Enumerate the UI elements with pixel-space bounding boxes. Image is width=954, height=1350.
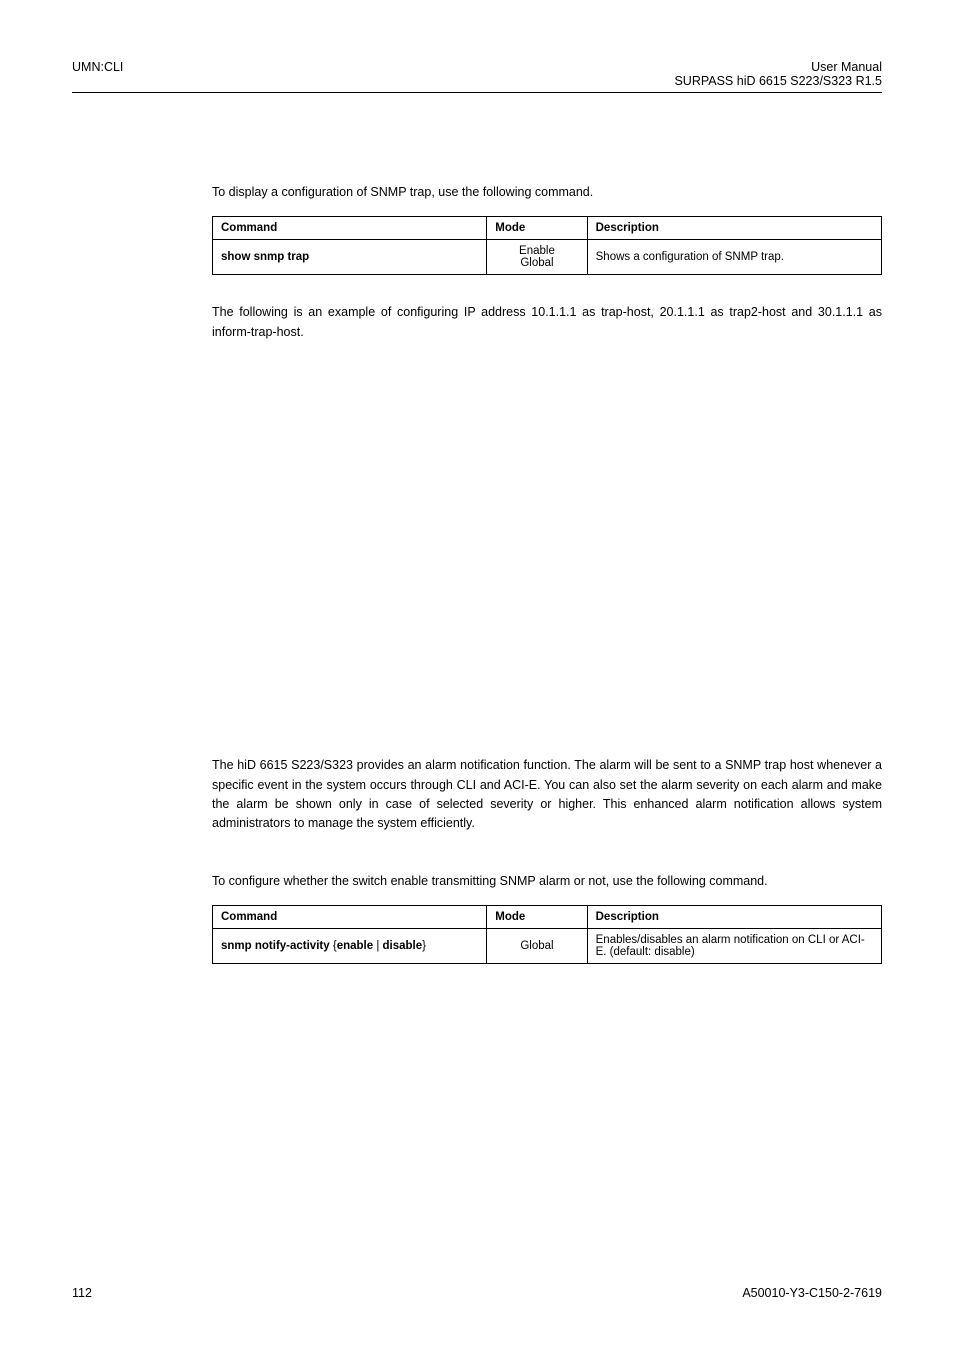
header: UMN:CLI User Manual SURPASS hiD 6615 S22… [72,60,882,88]
th-mode: Mode [487,217,587,240]
command-name: show snmp trap [221,251,309,263]
mode-line2: Global [495,257,578,269]
footer: 112 A50010-Y3-C150-2-7619 [72,1286,882,1300]
td-mode: Enable Global [487,240,587,275]
mode-line1: Enable [495,245,578,257]
cmd-close: } [422,940,426,952]
td-mode: Global [487,929,587,964]
cmd-opt1: enable [337,940,373,952]
alarm-intro: The hiD 6615 S223/S323 provides an alarm… [212,756,882,834]
page-number: 112 [72,1286,92,1300]
td-command: show snmp trap [213,240,487,275]
header-right: User Manual SURPASS hiD 6615 S223/S323 R… [674,60,882,88]
alarm-table: Command Mode Description snmp notify-act… [212,905,882,964]
command-name: snmp notify-activity [221,940,330,952]
cmd-open: { [330,940,337,952]
example-intro: The following is an example of configuri… [212,303,882,342]
trap-display-table: Command Mode Description show snmp trap … [212,216,882,275]
example-gap [212,356,882,756]
trap-display-intro: To display a configuration of SNMP trap,… [212,183,882,202]
header-right-line2: SURPASS hiD 6615 S223/S323 R1.5 [674,74,882,88]
td-command: snmp notify-activity {enable | disable} [213,929,487,964]
th-command: Command [213,217,487,240]
table-row: snmp notify-activity {enable | disable} … [213,929,882,964]
table-header-row: Command Mode Description [213,217,882,240]
cmd-pipe: | [373,940,382,952]
header-right-line1: User Manual [674,60,882,74]
alarm-cmd-intro: To configure whether the switch enable t… [212,872,882,891]
th-command: Command [213,906,487,929]
th-mode: Mode [487,906,587,929]
th-desc: Description [587,906,881,929]
td-desc: Shows a configuration of SNMP trap. [587,240,881,275]
doc-id: A50010-Y3-C150-2-7619 [742,1286,882,1300]
section-gap [212,848,882,872]
td-desc: Enables/disables an alarm notification o… [587,929,881,964]
th-desc: Description [587,217,881,240]
page: UMN:CLI User Manual SURPASS hiD 6615 S22… [0,0,954,1350]
header-rule [72,92,882,93]
cmd-opt2: disable [383,940,423,952]
table-header-row: Command Mode Description [213,906,882,929]
content-area: To display a configuration of SNMP trap,… [212,183,882,964]
header-left: UMN:CLI [72,60,123,88]
table-row: show snmp trap Enable Global Shows a con… [213,240,882,275]
